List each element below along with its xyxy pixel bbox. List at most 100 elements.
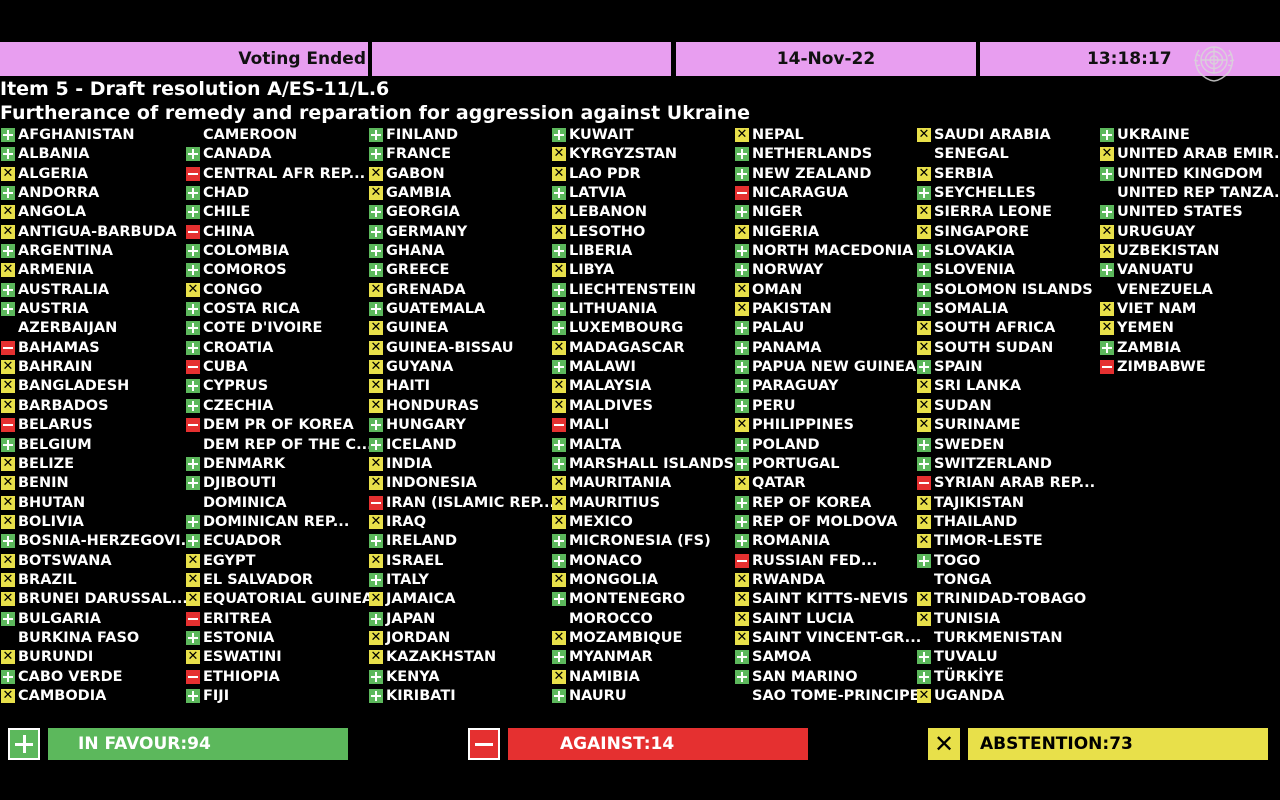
- country-name: LIBYA: [569, 262, 615, 279]
- country-name: PALAU: [752, 320, 805, 337]
- country-name: ANGOLA: [18, 204, 87, 221]
- country-name: CAMEROON: [203, 127, 298, 143]
- country-row: PHILIPPINES: [734, 416, 916, 435]
- vote-yes-plus-icon: [1, 669, 15, 684]
- country-name: CZECHIA: [203, 397, 274, 414]
- country-row: SOLOMON ISLANDS: [916, 281, 1098, 300]
- vote-yes-plus-icon: [1, 186, 15, 201]
- vote-yes-plus-icon: [186, 398, 200, 413]
- country-row: BURKINA FASO: [0, 629, 182, 648]
- vote-abstain-x-icon: [552, 379, 566, 394]
- country-name: UZBEKISTAN: [1117, 243, 1220, 260]
- vote-abstain-x-icon: [552, 263, 566, 278]
- country-name: MARSHALL ISLANDS: [569, 455, 735, 472]
- in-favour-total: IN FAVOUR:94: [48, 728, 348, 760]
- country-row: MOZAMBIQUE: [551, 629, 733, 648]
- country-row: SAUDI ARABIA: [916, 126, 1098, 145]
- country-name: MEXICO: [569, 513, 633, 530]
- vote-abstain-x-icon: [1, 650, 15, 665]
- country-row: AFGHANISTAN: [0, 126, 182, 145]
- vote-abstain-x-icon: [369, 398, 383, 413]
- vote-yes-plus-icon: [369, 611, 383, 626]
- vote-abstain-x-icon: [917, 398, 931, 413]
- country-name: SWEDEN: [934, 436, 1005, 453]
- country-row: BULGARIA: [0, 610, 182, 629]
- country-name: PAKISTAN: [752, 301, 832, 318]
- vote-abstain-x-icon: [917, 611, 931, 626]
- country-row: SLOVAKIA: [916, 242, 1098, 261]
- vote-yes-plus-icon: [1, 302, 15, 317]
- country-row: INDONESIA: [368, 474, 550, 493]
- vote-yes-plus-icon: [369, 147, 383, 162]
- country-name: VIET NAM: [1117, 301, 1197, 318]
- vote-yes-plus-icon: [186, 514, 200, 529]
- vote-no-minus-icon: [186, 669, 200, 684]
- country-row: GEORGIA: [368, 203, 550, 222]
- country-row: VIET NAM: [1099, 300, 1280, 319]
- vote-yes-plus-icon: [369, 205, 383, 220]
- country-name: JAMAICA: [386, 591, 456, 608]
- country-name: SAINT VINCENT-GR...: [752, 629, 922, 646]
- country-row: HONDURAS: [368, 397, 550, 416]
- country-column: KUWAIT KYRGYZSTAN LAO PDR LATVIA LEBANON LESO…: [551, 126, 735, 706]
- vote-no-minus-icon: [552, 418, 566, 433]
- country-row: UNITED ARAB EMIR...: [1099, 145, 1280, 164]
- country-name: KIRIBATI: [386, 687, 456, 704]
- vote-no-minus-icon: [186, 166, 200, 181]
- country-name: JAPAN: [386, 610, 436, 627]
- vote-yes-plus-icon: [735, 166, 749, 181]
- country-name: REP OF MOLDOVA: [752, 513, 898, 530]
- vote-yes-plus-icon: [1100, 166, 1114, 181]
- country-name: CONGO: [203, 281, 263, 298]
- country-name: MADAGASCAR: [569, 339, 685, 356]
- vote-abstain-x-icon: [552, 340, 566, 355]
- country-name: RUSSIAN FED...: [752, 552, 878, 569]
- country-row: MEXICO: [551, 513, 733, 532]
- country-row: KAZAKHSTAN: [368, 648, 550, 667]
- country-row: LIECHTENSTEIN: [551, 281, 733, 300]
- vote-yes-plus-icon: [1, 611, 15, 626]
- country-name: GAMBIA: [386, 185, 452, 202]
- country-name: SLOVAKIA: [934, 243, 1015, 260]
- vote-abstain-x-icon: [917, 205, 931, 220]
- country-name: PARAGUAY: [752, 378, 839, 395]
- vote-abstain-x-icon: [552, 572, 566, 587]
- country-row: ETHIOPIA: [185, 668, 367, 687]
- country-row: VENEZUELA: [1099, 281, 1280, 300]
- vote-no-minus-icon: [917, 476, 931, 491]
- vote-yes-plus-icon: [917, 650, 931, 665]
- vote-yes-plus-icon: [186, 688, 200, 703]
- country-row: BENIN: [0, 474, 182, 493]
- country-row: ISRAEL: [368, 552, 550, 571]
- country-name: BELARUS: [18, 417, 93, 434]
- vote-no-minus-icon: [186, 611, 200, 626]
- vote-abstain-x-icon: [917, 321, 931, 336]
- country-row: GHANA: [368, 242, 550, 261]
- vote-yes-plus-icon: [186, 321, 200, 336]
- country-name: SIERRA LEONE: [934, 204, 1052, 221]
- country-name: SAINT KITTS-NEVIS: [752, 591, 909, 608]
- vote-abstain-x-icon: [1, 224, 15, 239]
- vote-yes-plus-icon: [369, 128, 383, 142]
- country-name: CHILE: [203, 204, 251, 221]
- country-name: BURKINA FASO: [18, 629, 140, 646]
- country-name: CENTRAL AFR REP...: [203, 165, 366, 182]
- country-row: MALI: [551, 416, 733, 435]
- vote-abstain-x-icon: [917, 592, 931, 607]
- country-row: NIGERIA: [734, 223, 916, 242]
- country-row: BANGLADESH: [0, 377, 182, 396]
- country-name: TONGA: [934, 571, 992, 588]
- abstention-total: ABSTENTION:73: [968, 728, 1268, 760]
- vote-abstain-x-icon: [369, 340, 383, 355]
- country-name: TRINIDAD-TOBAGO: [934, 591, 1087, 608]
- country-column: CAMEROON CANADA CENTRAL AFR REP... CHAD CHIL…: [185, 126, 373, 706]
- country-row: ICELAND: [368, 436, 550, 455]
- vote-yes-plus-icon: [552, 437, 566, 452]
- vote-abstain-x-icon: [917, 379, 931, 394]
- vote-yes-plus-icon: [735, 514, 749, 529]
- country-name: NORWAY: [752, 262, 824, 279]
- country-name: TAJIKISTAN: [934, 494, 1024, 511]
- vote-abstain-x-icon: [369, 456, 383, 471]
- country-name: NIGER: [752, 204, 803, 221]
- country-row: PERU: [734, 397, 916, 416]
